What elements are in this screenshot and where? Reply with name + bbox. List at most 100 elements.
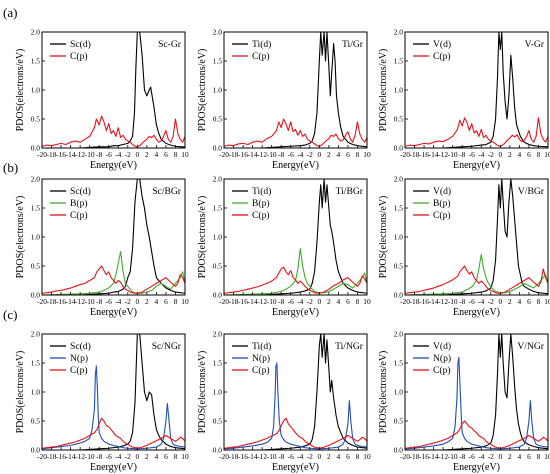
panel-2-ytick-label: 0.5: [213, 115, 223, 124]
panel-5-xtick-label: -2: [307, 297, 313, 306]
panel-7-ytick-label: 0.5: [31, 417, 41, 426]
panel-4-series-b-p: [42, 250, 185, 295]
panel-1-xtick-label: -16: [56, 150, 66, 159]
row-label-a: (a): [3, 5, 17, 20]
panel-3-series-c-p: [405, 117, 548, 147]
panel-9-xtick-label: 8: [537, 452, 541, 461]
panel-7-xtick-label: 8: [174, 452, 178, 461]
panel-5-ylabel: PDOS(electrons/eV): [197, 196, 208, 279]
panel-6-xtick-label: -20: [400, 297, 410, 306]
row-label-b: (b): [3, 160, 18, 175]
panel-4-xtick-label: 4: [155, 297, 159, 306]
panel-4-xtick-label: -6: [106, 297, 112, 306]
panel-8-series-c-p: [224, 417, 367, 449]
panel-2-xtick-label: 4: [337, 150, 341, 159]
panel-8-xtick-label: -16: [238, 452, 248, 461]
panel-8-ytick-label: 0.0: [213, 446, 223, 455]
panel-9-xtick-label: -8: [459, 452, 465, 461]
panel-7-title: Sc/NGr: [152, 341, 182, 352]
panel-1-xtick-label: -8: [96, 150, 102, 159]
panel-3-xtick-label: -16: [419, 150, 429, 159]
panel-6-title: V/BGr: [518, 186, 545, 197]
panel-7-series-n-p: [42, 365, 185, 450]
panel-8-ylabel: PDOS(electrons/eV): [197, 351, 208, 434]
panel-8-legend-label: C(p): [252, 365, 270, 376]
panel-5-xtick-label: 0: [317, 297, 321, 306]
panel-2-xtick-label: -10: [267, 150, 277, 159]
panel-1-xtick-label: -14: [66, 150, 76, 159]
panel-7: -20 -18 -16 -14 -12 -10 -8 -6 -4 -2 0 2 4 6 8 100.00.51…: [15, 330, 189, 473]
panel-6-xtick-label: 6: [527, 297, 531, 306]
panel-6-xtick-label: -4: [478, 297, 484, 306]
panel-3-ytick-label: 0.0: [394, 144, 404, 153]
panel-9-ytick-label: 0.5: [394, 417, 404, 426]
panel-6-xtick-label: -6: [469, 297, 475, 306]
panel-6-xtick-label: -14: [429, 297, 439, 306]
panel-2-series-c-p: [224, 118, 367, 147]
panel-5-ytick-label: 0.0: [213, 291, 223, 300]
panel-2-xtick-label: -16: [238, 150, 248, 159]
panel-1-ytick-label: 0.5: [31, 115, 41, 124]
panel-4-xtick-label: 8: [174, 297, 178, 306]
panel-3-xtick-label: 10: [544, 150, 550, 159]
panel-4-series-c-p: [42, 265, 185, 294]
panel-2-xtick-label: -6: [288, 150, 294, 159]
panel-7-xtick-label: -4: [115, 452, 121, 461]
panel-5-xtick-label: 6: [346, 297, 350, 306]
panel-3-series-v-d: [405, 32, 548, 148]
panel-4-title: Sc/BGr: [152, 186, 182, 197]
panel-1-legend-label: Sc(d): [70, 39, 91, 50]
panel-7-xtick-label: 4: [155, 452, 159, 461]
panel-2-xtick-label: 2: [327, 150, 331, 159]
panel-5-xtick-label: -4: [297, 297, 303, 306]
panel-8-xtick-label: 4: [337, 452, 341, 461]
panel-1-ytick-label: 2.0: [31, 28, 41, 37]
panel-4-xtick-label: 10: [181, 297, 189, 306]
panel-3-title: V-Gr: [525, 39, 545, 50]
panel-3-xtick-label: 6: [527, 150, 531, 159]
panel-4-ytick-label: 1.5: [31, 204, 41, 213]
panel-3-xtick-label: 2: [508, 150, 512, 159]
panel-2-xlabel: Energy(eV): [272, 160, 319, 171]
panel-4-xtick-label: 2: [145, 297, 149, 306]
panel-9-ytick-label: 1.5: [394, 359, 404, 368]
panel-7-ytick-label: 1.5: [31, 359, 41, 368]
panel-3-xtick-label: -12: [438, 150, 448, 159]
panel-7-xtick-label: -12: [75, 452, 85, 461]
row-label-c: (c): [3, 307, 17, 322]
panel-8-xtick-label: 8: [356, 452, 360, 461]
panel-8-ytick-label: 1.5: [213, 359, 223, 368]
panel-9-legend-label: N(p): [433, 353, 451, 364]
panel-9-xtick-label: -12: [438, 452, 448, 461]
panel-4-ylabel: PDOS(electrons/eV): [15, 196, 26, 279]
panel-4-ytick-label: 1.0: [31, 233, 41, 242]
panel-1-title: Sc-Gr: [158, 39, 182, 50]
panel-1-xtick-label: 10: [181, 150, 189, 159]
panel-4-legend-label: Sc(d): [70, 186, 91, 197]
panel-6-xtick-label: 8: [537, 297, 541, 306]
panel-8-xtick-label: -2: [307, 452, 313, 461]
panel-9-xtick-label: -14: [429, 452, 439, 461]
panel-1-xlabel: Energy(eV): [90, 160, 137, 171]
panel-2-xtick-label: -12: [257, 150, 267, 159]
panel-8-xtick-label: 10: [363, 452, 371, 461]
panel-1-series-c-p: [42, 115, 185, 148]
panel-2-xtick-label: -8: [278, 150, 284, 159]
panel-2-xtick-label: -2: [307, 150, 313, 159]
panel-9-xtick-label: -16: [419, 452, 429, 461]
panel-9-xtick-label: 0: [498, 452, 502, 461]
panel-3-xtick-label: 4: [518, 150, 522, 159]
panel-9-ylabel: PDOS(electrons/eV): [378, 351, 389, 434]
panel-8-ytick-label: 2.0: [213, 330, 223, 339]
panel-8-xtick-label: -18: [229, 452, 239, 461]
panel-4-legend-label: C(p): [70, 210, 88, 221]
panel-6-xtick-label: -8: [459, 297, 465, 306]
panel-3: -20 -18 -16 -14 -12 -10 -8 -6 -4 -2 0 2 4 6 8 100.00.51…: [378, 28, 550, 171]
panel-6-ytick-label: 1.0: [394, 233, 404, 242]
panel-7-ytick-label: 1.0: [31, 388, 41, 397]
panel-3-xtick-label: -18: [410, 150, 420, 159]
panel-3-legend-label: C(p): [433, 51, 451, 62]
panel-4-xtick-label: -12: [75, 297, 85, 306]
panel-9-xlabel: Energy(eV): [453, 462, 500, 473]
